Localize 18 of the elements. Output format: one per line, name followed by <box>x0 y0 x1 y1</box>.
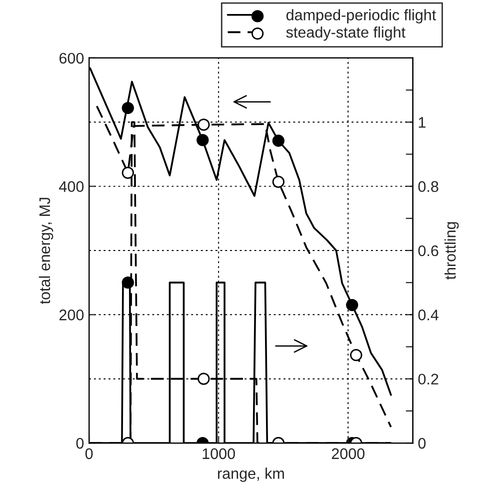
y2-tick-label: 0 <box>418 438 426 449</box>
y-tick-label: 600 <box>59 52 84 64</box>
y-tick-label: 0 <box>76 438 84 449</box>
legend-label: damped-periodic flight <box>286 9 436 24</box>
y-tick-label: 400 <box>59 181 84 192</box>
x-axis-title: range, km <box>218 468 284 482</box>
y2-tick-label: 0.6 <box>418 245 438 256</box>
legend-label: steady-state flight <box>286 26 406 41</box>
y2-tick-label: 0.2 <box>418 374 438 385</box>
y2-tick-label: 0.8 <box>418 181 438 192</box>
x-tick-label: 1000 <box>202 448 235 460</box>
x-tick-label: 0 <box>85 448 93 460</box>
y2-axis-title: throttling <box>444 222 459 280</box>
y-tick-label: 200 <box>59 310 84 320</box>
y2-tick-label: 1 <box>418 117 426 128</box>
y-axis-title: total energy, MJ <box>38 198 54 304</box>
x-tick-label: 2000 <box>332 448 364 460</box>
y2-tick-label: 0.4 <box>418 310 439 320</box>
